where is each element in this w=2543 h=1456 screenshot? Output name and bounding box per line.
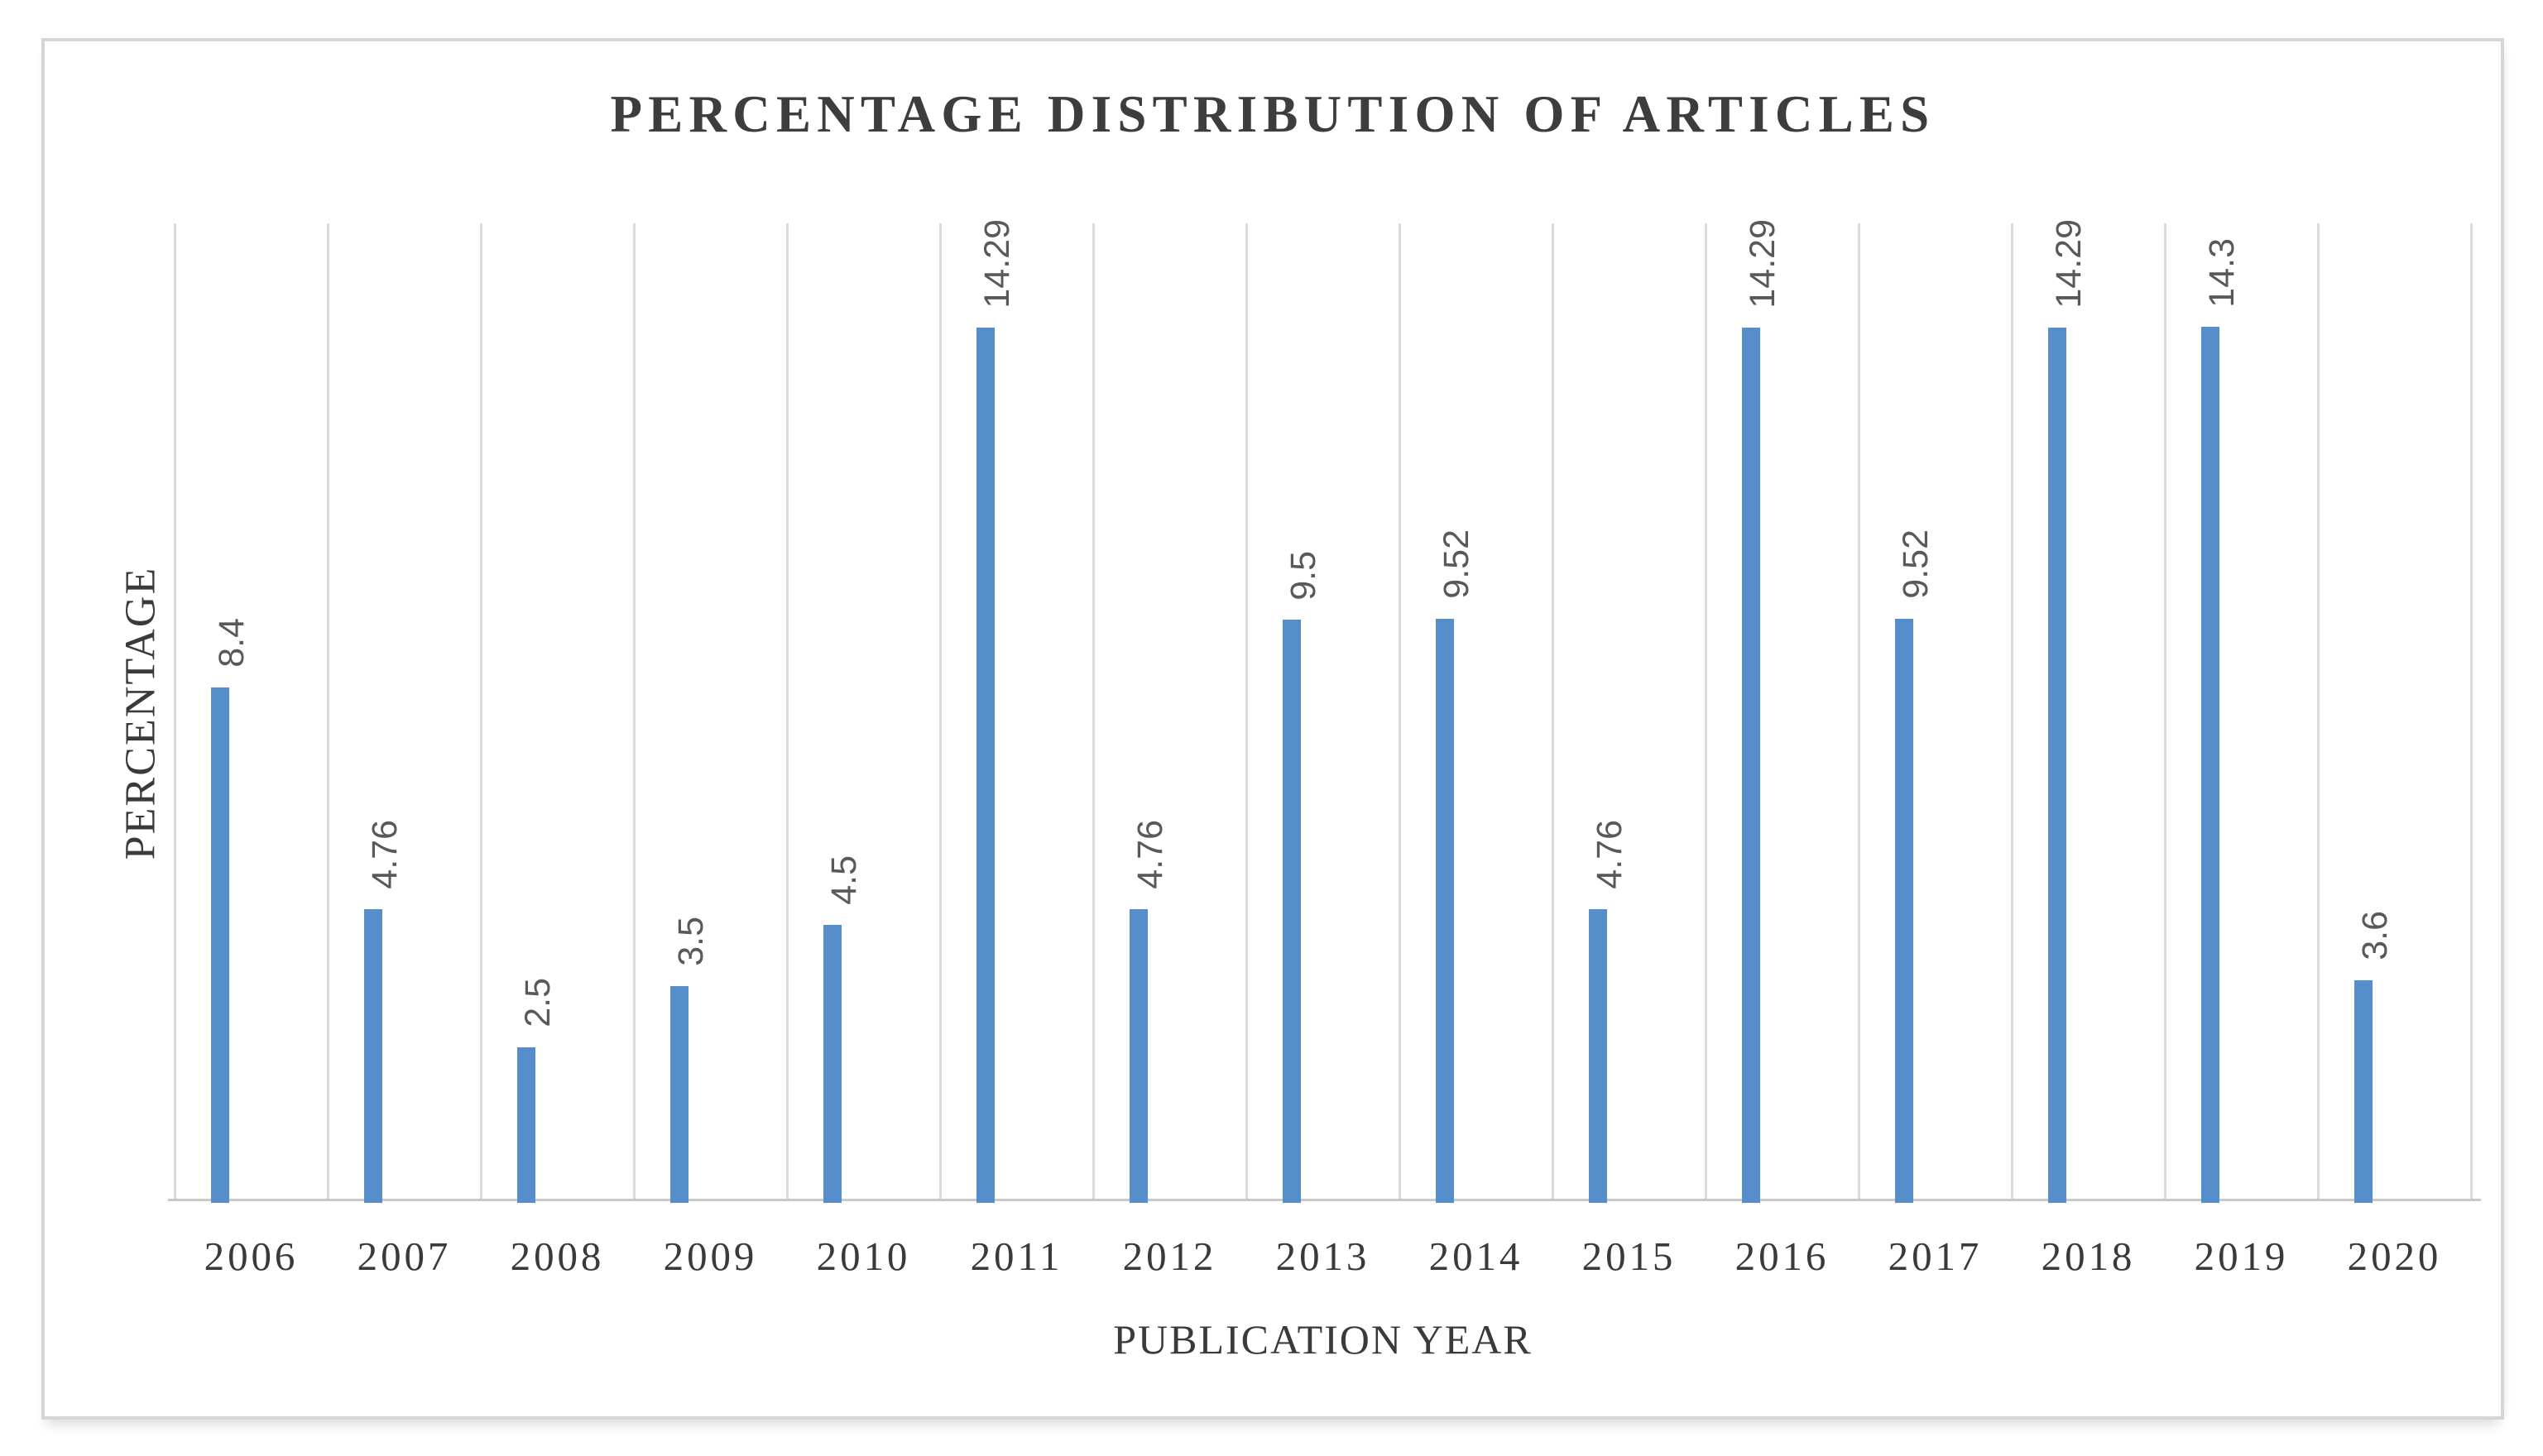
bar-2011 [976,328,995,1203]
x-tick-label-2013: 2013 [1275,1233,1370,1279]
plot-area: 8.4 4.76 2.5 3.5 4.5 14.29 4.76 9.5 9.52 4.76 14.2… [168,219,2481,1203]
value-label-2010: 4.5 [823,855,864,906]
gridline [2316,223,2320,1200]
gridline [326,223,329,1200]
value-label-2014: 9.52 [1436,529,1476,599]
value-label-2018: 14.29 [2048,218,2089,309]
value-label-2011: 14.29 [976,218,1017,309]
value-label-2017: 9.52 [1895,529,1936,599]
gridline [2010,223,2013,1200]
bar-2013 [1282,620,1301,1203]
x-tick-label-2006: 2006 [204,1233,299,1279]
bar-2017 [1894,618,1913,1203]
x-axis-line [168,1199,2481,1201]
value-label-2013: 9.5 [1283,550,1323,601]
gridline [173,223,176,1200]
bar-2009 [669,985,689,1203]
value-label-2008: 2.5 [517,977,558,1027]
bar-2016 [1741,328,1760,1203]
x-tick-label-2014: 2014 [1428,1233,1523,1279]
value-label-2012: 4.76 [1130,820,1170,889]
chart-frame: PERCENTAGE DISTRIBUTION OF ARTICLES 8.4 4… [41,38,2504,1420]
bar-2015 [1588,908,1607,1203]
bar-2019 [2200,327,2219,1203]
bar-2010 [823,925,842,1203]
value-label-2006: 8.4 [211,617,252,668]
value-label-2009: 3.5 [670,917,711,966]
bar-2007 [363,908,382,1203]
gridline [785,223,789,1200]
gridline [1398,223,1401,1200]
gridline [1092,223,1095,1200]
x-tick-label-2009: 2009 [663,1233,758,1279]
gridline [938,223,942,1200]
bar-2008 [516,1046,535,1203]
value-label-2016: 14.29 [1742,218,1782,309]
value-label-2020: 3.6 [2354,910,2395,960]
x-tick-label-2019: 2019 [2194,1233,2289,1279]
bar-2006 [210,687,229,1203]
chart-title: PERCENTAGE DISTRIBUTION OF ARTICLES [610,85,1936,143]
bar-2020 [2353,979,2373,1203]
value-label-2007: 4.76 [364,820,405,889]
x-tick-label-2016: 2016 [1735,1233,1830,1279]
value-label-2015: 4.76 [1589,820,1629,889]
x-axis-title: PUBLICATION YEAR [1113,1316,1533,1363]
gridline [1704,223,1707,1200]
gridline [1551,223,1554,1200]
y-axis-title: PERCENTAGE [117,566,165,860]
bar-2018 [2047,328,2066,1203]
x-tick-label-2008: 2008 [510,1233,605,1279]
gridline [2163,223,2166,1200]
bar-2012 [1129,908,1148,1203]
x-tick-label-2007: 2007 [357,1233,452,1279]
x-tick-label-2015: 2015 [1581,1233,1677,1279]
gridline [1857,223,1860,1200]
x-tick-labels: 2006 2007 2008 2009 2010 2011 2012 2013 2014 2015… [175,1233,2471,1299]
x-tick-label-2012: 2012 [1122,1233,1217,1279]
gridline [1245,223,1248,1200]
bar-2014 [1435,618,1454,1203]
gridline [632,223,636,1200]
x-tick-label-2020: 2020 [2347,1233,2442,1279]
value-label-2019: 14.3 [2201,237,2242,308]
x-tick-label-2010: 2010 [816,1233,911,1279]
x-tick-label-2018: 2018 [2041,1233,2136,1279]
gridline [2469,223,2473,1200]
x-tick-label-2011: 2011 [970,1233,1063,1279]
x-tick-label-2017: 2017 [1888,1233,1983,1279]
gridline [479,223,482,1200]
